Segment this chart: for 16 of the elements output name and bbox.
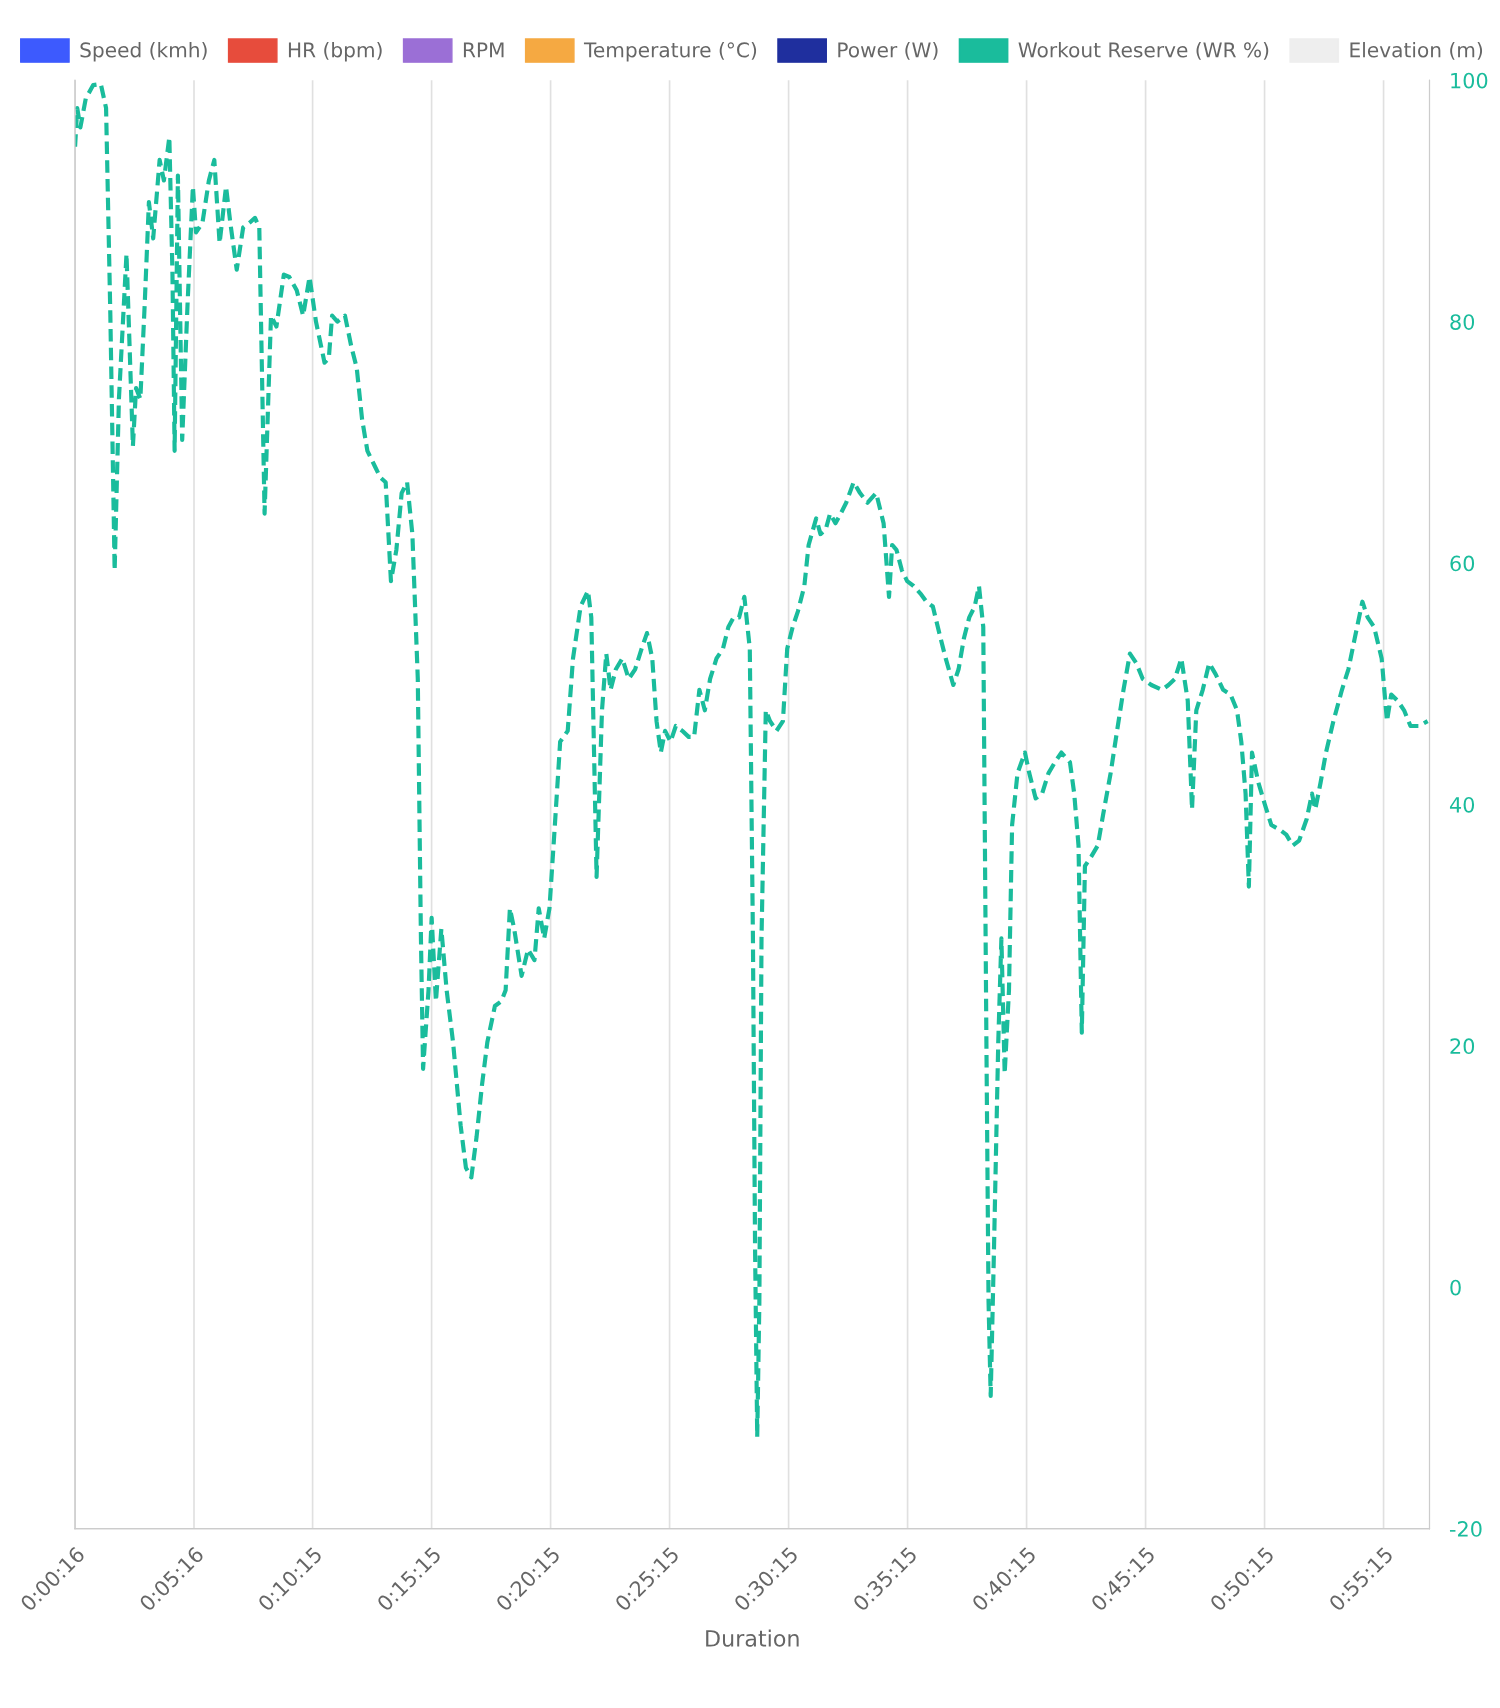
legend-label: HR (bpm) — [288, 41, 382, 62]
y2-tick-label: 0 — [1450, 1279, 1461, 1296]
legend-label: Elevation (m) — [1350, 41, 1483, 60]
legend-label: Workout Reserve (WR %) — [1018, 41, 1269, 60]
legend-label: RPM — [463, 42, 504, 58]
y2-tick-label: 100 — [1451, 72, 1488, 89]
x-axis-title: Duration — [706, 1629, 799, 1647]
y2-tick-label: 40 — [1449, 796, 1475, 813]
y2-tick-label: 60 — [1450, 555, 1475, 572]
legend-label: Speed (kmh) — [80, 41, 207, 62]
line-series — [75, 81, 1430, 1440]
y2-tick-label: -20 — [1449, 1521, 1482, 1537]
y2-tick-label: 80 — [1450, 314, 1475, 330]
legend-label: Temperature (°C) — [583, 41, 757, 62]
y2-tick-label: 20 — [1450, 1038, 1475, 1055]
legend-label: Power (W) — [838, 41, 938, 60]
